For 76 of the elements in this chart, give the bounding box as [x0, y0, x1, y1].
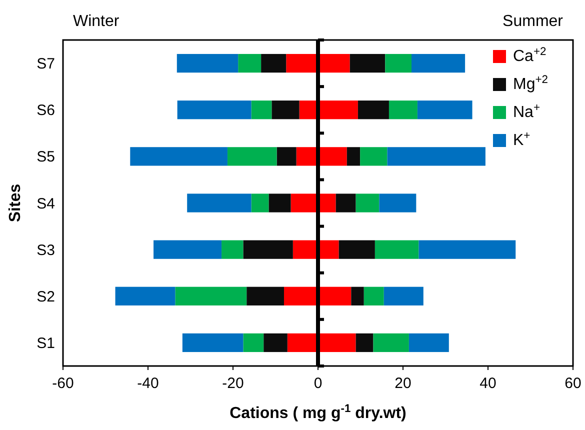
bar — [222, 240, 244, 259]
bar — [384, 286, 424, 306]
bar — [385, 54, 412, 73]
y-tick-label: S1 — [36, 334, 55, 352]
bar — [417, 100, 472, 120]
bar — [276, 147, 296, 166]
legend-label: Na$^{+}$ — [513, 102, 540, 121]
bar — [338, 240, 375, 259]
bar — [318, 147, 347, 166]
legend-label: Ca$^{+2}$ — [513, 46, 546, 65]
bar — [284, 286, 318, 306]
bar — [360, 147, 388, 166]
bar — [418, 240, 516, 259]
bar — [374, 240, 419, 259]
bar — [356, 194, 380, 212]
y-tick-label: S2 — [36, 288, 55, 306]
y-tick-label: S7 — [36, 56, 55, 73]
bar — [177, 100, 252, 120]
bar — [292, 240, 318, 259]
bar — [318, 54, 350, 73]
x-axis-title: Cations ( mg g$^{-1}$ dry.wt) — [230, 403, 406, 422]
text: Winter — [73, 13, 120, 30]
bar — [412, 54, 466, 73]
bar — [408, 333, 449, 352]
bar — [379, 194, 416, 212]
y-tick-label: S3 — [36, 242, 55, 259]
bar — [130, 147, 228, 166]
bar — [261, 54, 286, 73]
x-tick-label: -40 — [137, 375, 159, 392]
bar — [358, 100, 389, 120]
y-tick-label: S6 — [36, 102, 55, 120]
bar — [318, 286, 352, 306]
bar — [287, 333, 318, 352]
bar — [318, 240, 339, 259]
bar — [175, 286, 247, 306]
bar — [268, 194, 291, 212]
x-tick-label: -60 — [52, 375, 74, 392]
x-tick-label: 0 — [314, 375, 322, 392]
bar — [246, 286, 284, 306]
y-tick-label: S5 — [36, 148, 55, 166]
y-axis-title: Sites — [7, 184, 24, 222]
bar — [115, 286, 176, 306]
bar — [346, 147, 360, 166]
bar — [238, 54, 262, 73]
bar — [388, 100, 418, 120]
bar — [251, 100, 272, 120]
bar — [286, 54, 318, 73]
bar — [290, 194, 318, 212]
bar — [251, 194, 269, 212]
text: Summer — [502, 13, 564, 30]
bar — [364, 286, 384, 306]
bar — [264, 333, 288, 352]
bar — [318, 194, 336, 212]
bar — [350, 54, 386, 73]
x-tick-label: 60 — [564, 375, 582, 392]
bar — [336, 194, 356, 212]
bar — [387, 147, 486, 166]
bar — [351, 286, 364, 306]
bar — [182, 333, 244, 352]
bar — [243, 240, 293, 259]
y-tick-label: S4 — [36, 195, 55, 212]
bar — [356, 333, 374, 352]
bar — [373, 333, 409, 352]
legend-label: K$^{+}$ — [513, 130, 530, 149]
bar — [318, 333, 356, 352]
x-tick-label: -20 — [222, 375, 244, 392]
bar — [154, 240, 222, 259]
bar — [272, 100, 300, 120]
bar — [318, 100, 358, 120]
bar — [176, 54, 238, 73]
bar — [243, 333, 264, 352]
bar — [187, 194, 252, 212]
legend-label: Mg$^{+2}$ — [513, 74, 548, 93]
x-tick-label: 40 — [480, 375, 496, 392]
x-tick-label: 20 — [394, 375, 412, 392]
bar — [227, 147, 277, 166]
